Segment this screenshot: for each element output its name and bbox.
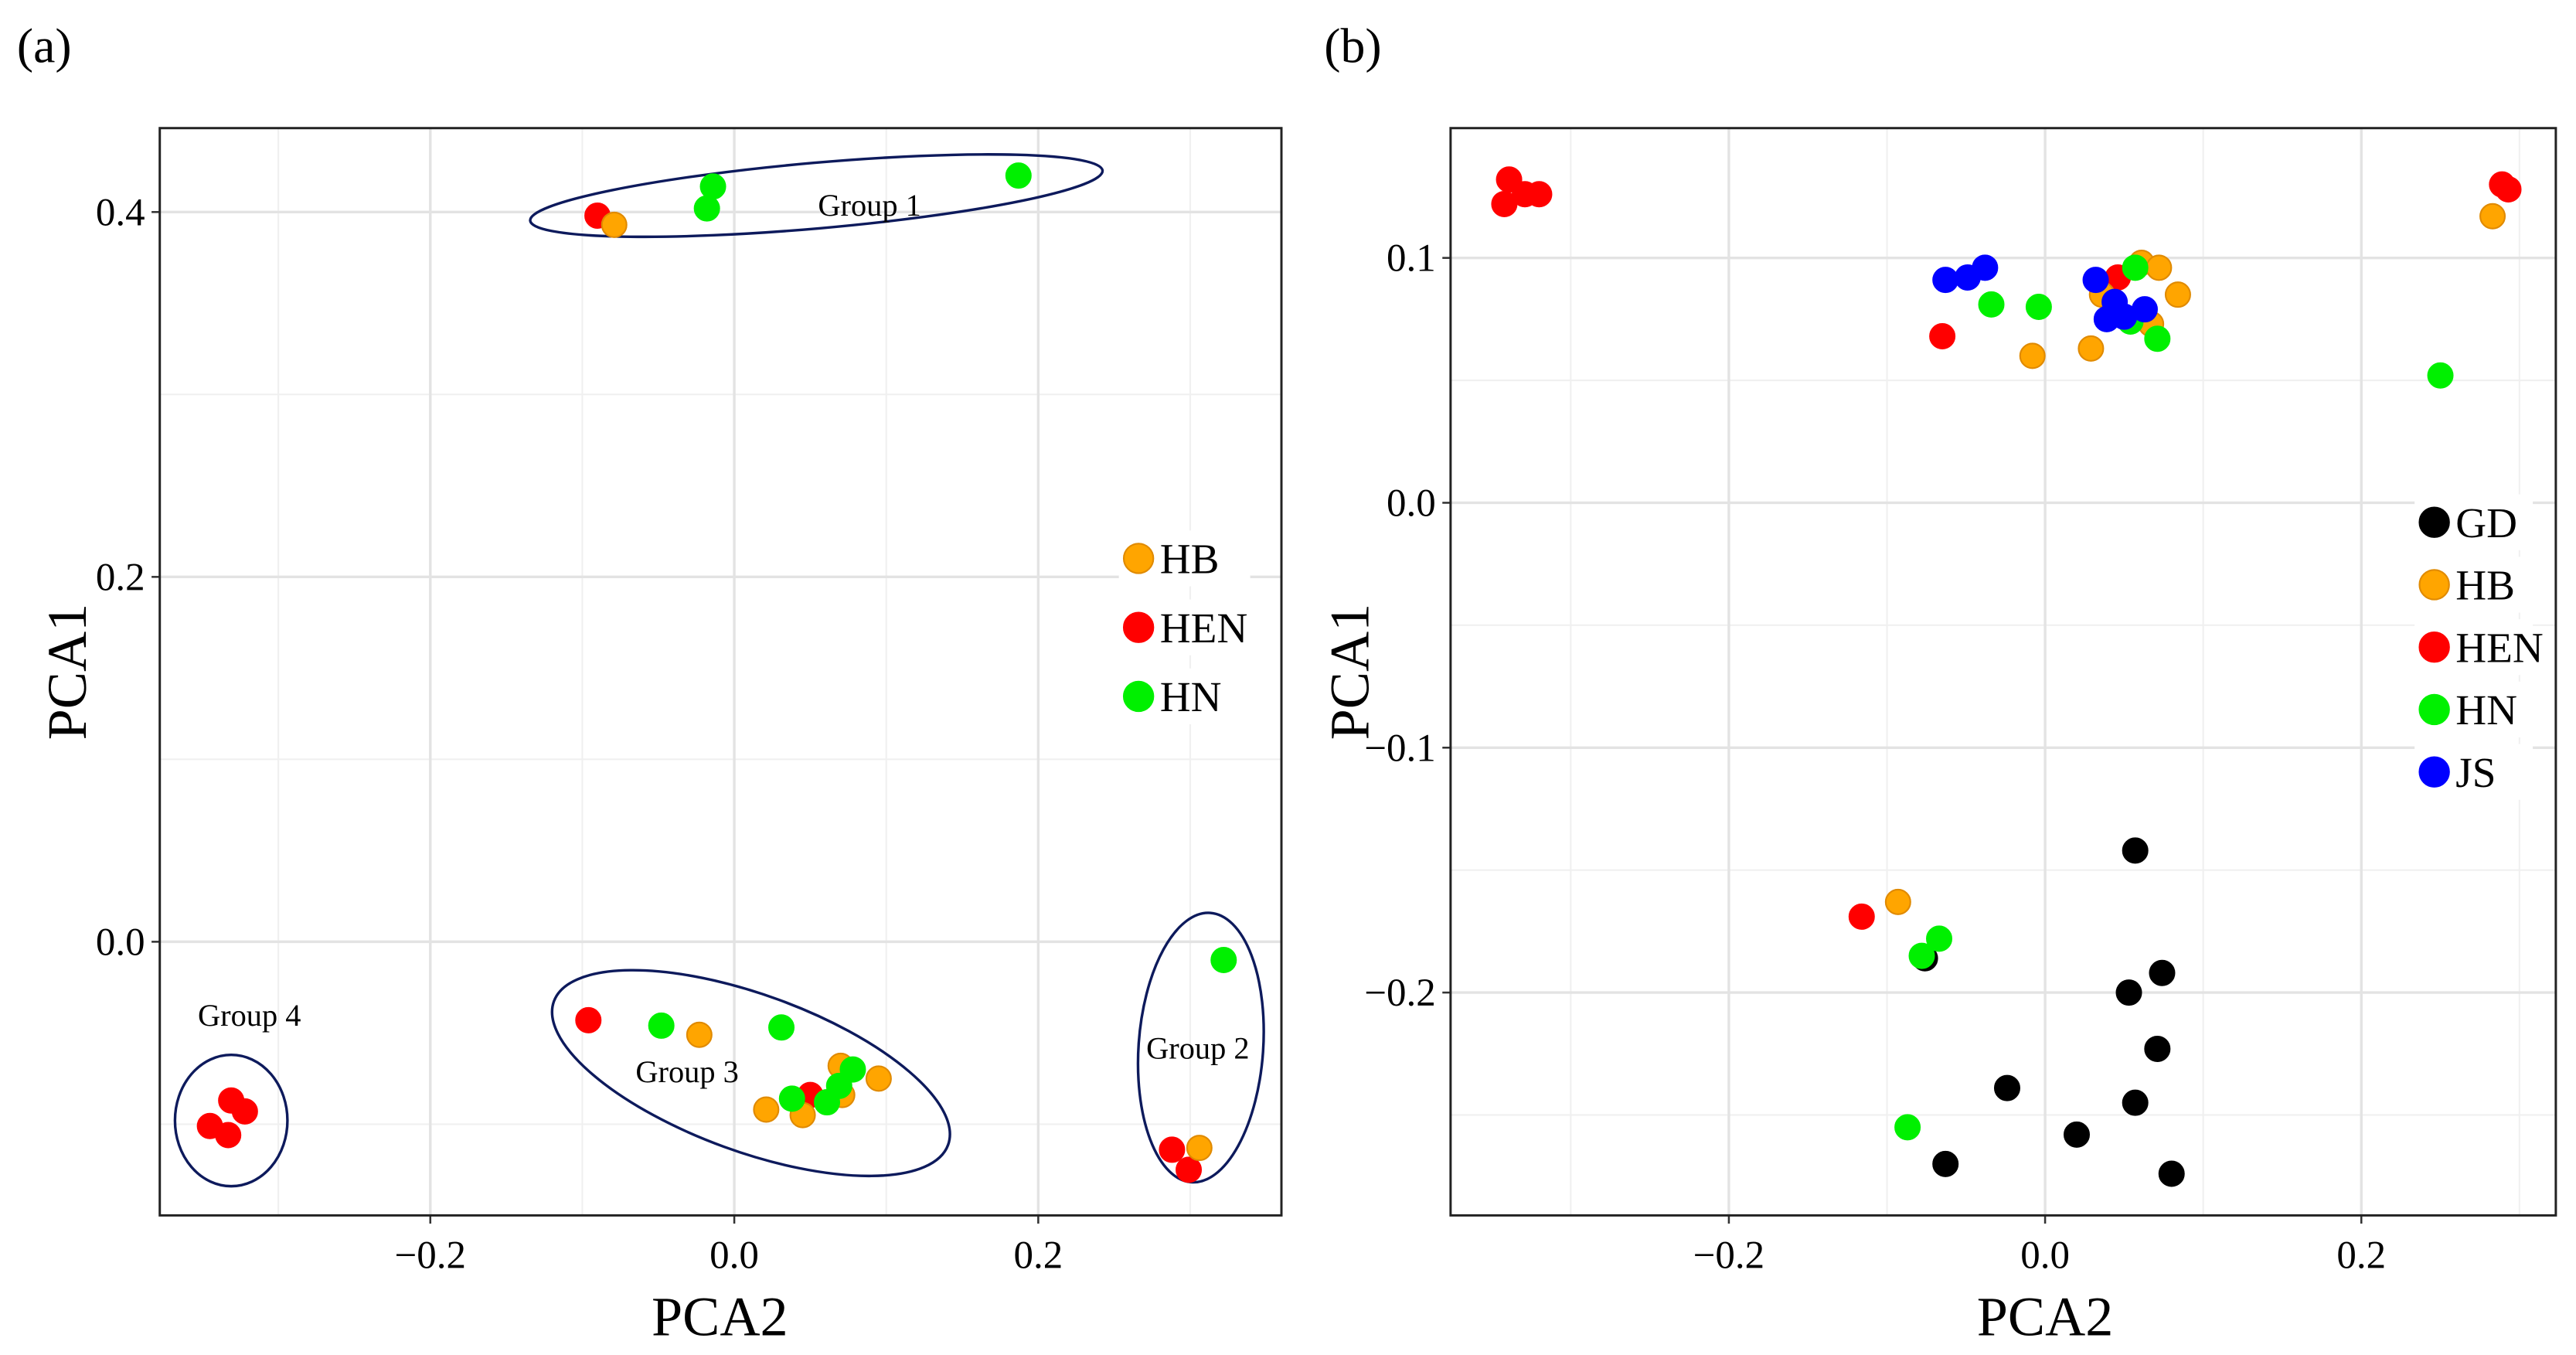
data-point-hen bbox=[1176, 1156, 1203, 1183]
group-label: Group 2 bbox=[1146, 1030, 1249, 1065]
legend-label-hb: HB bbox=[1160, 536, 1220, 583]
data-point-hb bbox=[1884, 888, 1911, 915]
legend-marker-hen bbox=[2418, 632, 2450, 663]
data-point-hen bbox=[231, 1098, 258, 1125]
data-point-hn bbox=[2025, 294, 2052, 321]
data-point-js bbox=[1932, 267, 1959, 294]
legend-label-hn: HN bbox=[2455, 686, 2517, 734]
data-point-hb bbox=[753, 1096, 780, 1123]
legend-marker-hb bbox=[1122, 543, 1155, 574]
y-tick-label: 0.4 bbox=[96, 191, 145, 234]
data-point-gd bbox=[2122, 1089, 2149, 1116]
data-point-hn bbox=[1908, 942, 1935, 969]
legend-marker-hb bbox=[2418, 569, 2450, 601]
data-point-hn bbox=[825, 1072, 852, 1099]
data-point-hb bbox=[2164, 281, 2191, 308]
data-point-gd bbox=[2149, 959, 2176, 986]
x-tick-label: −0.2 bbox=[1693, 1234, 1764, 1277]
data-point-hn bbox=[1894, 1114, 1921, 1141]
group-ellipse bbox=[550, 969, 951, 1178]
data-point-gd bbox=[1932, 1150, 1959, 1177]
y-tick-label: −0.2 bbox=[1364, 972, 1435, 1015]
data-point-hb bbox=[865, 1065, 892, 1092]
y-tick-label: 0.0 bbox=[96, 921, 145, 964]
group-ellipse bbox=[173, 1053, 289, 1188]
plot-frame bbox=[158, 127, 1283, 1217]
x-tick-label: 0.0 bbox=[2020, 1234, 2070, 1277]
group-ellipse bbox=[529, 153, 1104, 239]
legend-label-hen: HEN bbox=[2455, 624, 2544, 671]
data-point-hen bbox=[1159, 1136, 1186, 1163]
panel-label-b: (b) bbox=[1324, 19, 1381, 73]
plot-frame bbox=[1449, 127, 2557, 1217]
y-tick-label: −0.1 bbox=[1364, 727, 1435, 770]
y-tick-label: 0.1 bbox=[1387, 237, 1436, 281]
y-tick-label: 0.0 bbox=[1387, 482, 1436, 525]
data-point-gd bbox=[2144, 1035, 2171, 1062]
data-point-hb bbox=[2077, 335, 2105, 362]
data-point-hb bbox=[601, 211, 628, 238]
data-point-hn bbox=[693, 195, 720, 222]
data-point-hb bbox=[686, 1021, 713, 1048]
legend-label-hn: HN bbox=[1160, 673, 1222, 720]
data-point-gd bbox=[2064, 1121, 2091, 1148]
data-point-js bbox=[1972, 254, 1999, 281]
data-point-hn bbox=[2122, 254, 2149, 281]
data-point-hn bbox=[1210, 946, 1237, 973]
x-tick-label: 0.2 bbox=[1013, 1234, 1063, 1277]
data-point-gd bbox=[2158, 1160, 2185, 1187]
group-label: Group 4 bbox=[198, 998, 301, 1033]
data-point-hn bbox=[1005, 162, 1032, 189]
data-point-hb bbox=[2479, 203, 2506, 230]
data-point-gd bbox=[1993, 1074, 2020, 1101]
panel-label-a: (a) bbox=[17, 19, 72, 73]
data-point-hen bbox=[1848, 903, 1875, 930]
x-tick-label: −0.2 bbox=[395, 1234, 466, 1277]
legend-marker-hen bbox=[1122, 611, 1155, 643]
panel-a: (a) PCA2 PCA1 −0.2 0.0 0.2 0.0 0.2 0.4 Group 1… bbox=[17, 19, 1283, 1348]
y-tick-label: 0.2 bbox=[96, 556, 145, 599]
data-point-js bbox=[2131, 296, 2158, 323]
data-point-hen bbox=[575, 1006, 602, 1033]
legend-label-gd: GD bbox=[2455, 499, 2517, 546]
legend-label-hen: HEN bbox=[1160, 604, 1248, 652]
data-point-hen bbox=[1929, 323, 1956, 350]
data-point-hn bbox=[2144, 325, 2171, 352]
legend-marker-gd bbox=[2418, 506, 2450, 538]
data-point-hn bbox=[778, 1085, 805, 1112]
x-axis-label-b: PCA2 bbox=[1977, 1286, 2114, 1348]
data-point-hb bbox=[2019, 342, 2046, 369]
data-point-hb bbox=[2146, 254, 2173, 281]
legend-label-js: JS bbox=[2455, 749, 2496, 796]
data-point-hn bbox=[2427, 362, 2454, 389]
x-axis-label-a: PCA2 bbox=[652, 1286, 788, 1348]
panel-b: (b) PCA2 PCA1 −0.2 0.0 0.2 −0.2 −0.1 0.0 0.1 GD… bbox=[1319, 19, 2557, 1348]
y-axis-label-a: PCA1 bbox=[36, 604, 98, 740]
legend-marker-hn bbox=[2418, 693, 2450, 726]
data-point-hb bbox=[1186, 1135, 1213, 1162]
data-point-hn bbox=[1978, 291, 2005, 318]
data-point-hen bbox=[2495, 175, 2522, 203]
data-point-js bbox=[2082, 267, 2109, 294]
x-tick-label: 0.0 bbox=[710, 1234, 759, 1277]
data-point-hn bbox=[768, 1014, 795, 1041]
legend-marker-hn bbox=[1122, 680, 1155, 713]
data-point-hn bbox=[648, 1012, 675, 1039]
legend-label-hb: HB bbox=[2455, 562, 2515, 609]
y-axis-label-b: PCA1 bbox=[1319, 604, 1381, 740]
data-point-hen bbox=[1526, 181, 1553, 208]
data-point-hn bbox=[699, 173, 727, 200]
group-label: Group 3 bbox=[635, 1054, 738, 1089]
data-point-hen bbox=[215, 1122, 242, 1149]
legend-marker-js bbox=[2418, 756, 2450, 788]
data-point-gd bbox=[2122, 837, 2149, 864]
group-label: Group 1 bbox=[818, 188, 920, 223]
data-point-hn bbox=[1926, 925, 1953, 952]
x-tick-label: 0.2 bbox=[2336, 1234, 2386, 1277]
data-point-gd bbox=[2115, 979, 2142, 1006]
